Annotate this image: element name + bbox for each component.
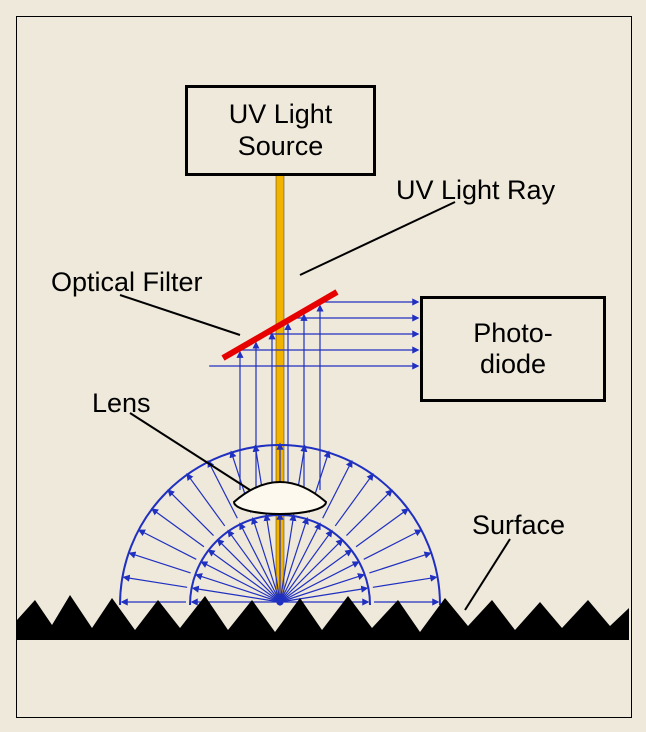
return-rays	[209, 302, 418, 490]
uv-source-label-l2: Source	[238, 131, 324, 161]
uv-source-label-l1: UV Light	[229, 99, 333, 129]
scatter-rays	[122, 444, 438, 605]
photodiode-label-l2: diode	[480, 349, 546, 379]
uv-light-source-box: UV Light Source	[185, 85, 376, 176]
callout-lines	[120, 202, 510, 610]
lens-shape	[234, 482, 326, 514]
surface-label: Surface	[472, 510, 565, 541]
uv-ray-label: UV Light Ray	[396, 175, 555, 206]
lens-label: Lens	[92, 388, 151, 419]
photodiode-box: Photo- diode	[420, 296, 606, 402]
optical-filter-label: Optical Filter	[51, 267, 203, 298]
photodiode-label-l1: Photo-	[473, 318, 553, 348]
